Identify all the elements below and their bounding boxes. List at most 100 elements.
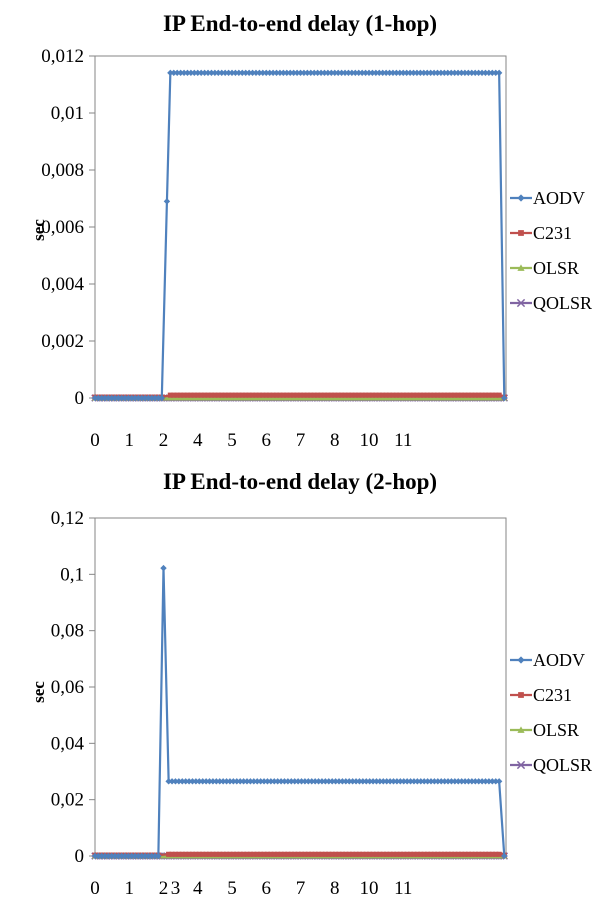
data-point [452, 392, 458, 398]
data-point [131, 394, 139, 402]
data-point [468, 69, 475, 77]
data-point [482, 69, 489, 77]
data-point [359, 392, 365, 398]
data-point [448, 69, 455, 77]
data-point [304, 69, 311, 77]
data-point [230, 851, 236, 857]
data-point [469, 851, 475, 857]
data-point [220, 851, 226, 857]
data-point [105, 394, 112, 402]
data-point [437, 69, 445, 77]
data-point [183, 851, 189, 857]
data-point [128, 852, 135, 860]
data-point [355, 69, 362, 77]
chart-title: IP End-to-end delay (2-hop) [163, 469, 437, 494]
data-point [280, 392, 286, 398]
data-point [384, 851, 390, 857]
data-point [229, 392, 235, 398]
x-tick-label: 4 [193, 430, 203, 451]
data-point [451, 69, 458, 77]
data-point [184, 69, 191, 77]
data-point [217, 851, 223, 857]
data-point [198, 392, 204, 398]
data-point [335, 392, 341, 398]
data-point [333, 851, 339, 857]
data-point [249, 392, 256, 398]
x-tick-label: 8 [330, 430, 340, 451]
data-point [465, 851, 472, 857]
data-point [258, 851, 264, 857]
data-point [186, 851, 192, 857]
data-point [138, 852, 145, 860]
data-point [244, 851, 250, 857]
data-point [438, 392, 444, 398]
data-point [189, 851, 196, 857]
y-tick-label: 0 [75, 846, 85, 867]
x-tick-label: 6 [262, 878, 272, 899]
data-point [308, 392, 314, 398]
data-point [293, 69, 301, 77]
x-tick-label: 8 [330, 878, 340, 899]
legend-label: OLSR [533, 258, 579, 278]
data-point [352, 69, 359, 77]
data-point [417, 392, 423, 398]
data-point [91, 394, 99, 402]
data-point [145, 394, 152, 402]
data-point [232, 69, 239, 77]
legend-marker [516, 298, 526, 308]
data-point [118, 852, 125, 860]
data-point [288, 851, 294, 857]
data-point [182, 778, 189, 785]
data-point [111, 394, 119, 402]
data-point [222, 392, 228, 398]
data-point [176, 851, 182, 857]
data-point [98, 394, 105, 402]
data-point [379, 69, 386, 77]
data-point [485, 69, 493, 77]
data-point [401, 851, 407, 857]
data-point [339, 851, 345, 857]
data-point [332, 392, 338, 398]
data-point [208, 69, 215, 77]
data-point [194, 69, 201, 77]
data-point [148, 852, 155, 860]
data-point [273, 69, 280, 77]
data-point [427, 69, 434, 77]
data-point [138, 394, 145, 402]
data-point [197, 69, 205, 77]
data-point [370, 851, 376, 857]
data-point [167, 392, 173, 398]
data-point [317, 69, 325, 77]
data-point [260, 392, 266, 398]
data-point [430, 69, 438, 77]
legend-label: AODV [533, 650, 585, 670]
series-aodv [91, 564, 508, 860]
data-point [403, 69, 410, 77]
y-tick-label: 0,01 [51, 103, 84, 124]
data-point [261, 851, 267, 857]
legend-item-olsr: OLSR [510, 720, 579, 740]
data-point [178, 392, 184, 398]
data-point [158, 394, 165, 402]
legend-item-c231: C231 [510, 685, 572, 705]
data-point [243, 778, 251, 785]
data-point [348, 69, 356, 77]
data-point [145, 852, 152, 860]
data-point [311, 69, 318, 77]
data-point [247, 851, 253, 857]
data-point [290, 69, 297, 77]
data-point [445, 392, 451, 398]
data-point [292, 851, 298, 857]
data-point [352, 392, 358, 398]
data-point [495, 69, 503, 77]
data-point [420, 69, 427, 77]
data-point [174, 69, 181, 77]
data-point [291, 392, 297, 398]
data-point [219, 778, 227, 785]
data-point [200, 851, 206, 857]
data-point [101, 394, 109, 402]
data-point [400, 392, 406, 398]
y-tick-label: 0,012 [41, 46, 84, 67]
data-point [434, 392, 441, 398]
data-point [406, 69, 414, 77]
